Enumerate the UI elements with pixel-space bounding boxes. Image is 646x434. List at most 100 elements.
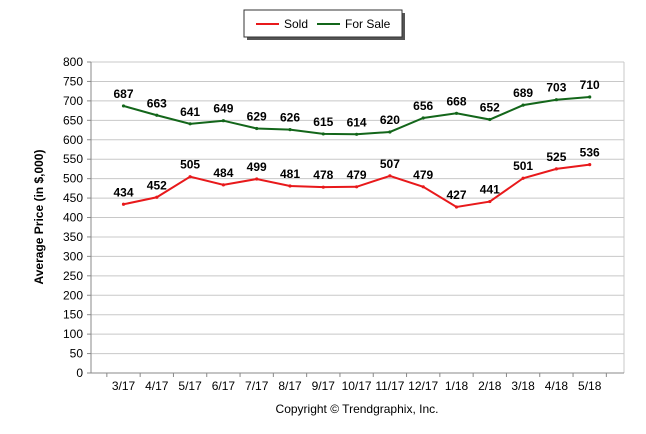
x-tick-label: 11/17 [375,379,404,393]
y-tick-label: 400 [63,211,83,225]
y-tick-label: 800 [63,55,83,69]
data-point [554,98,559,102]
x-tick-label: 10/17 [342,379,372,393]
data-point [188,122,192,126]
data-point [454,205,459,209]
data-label: 641 [180,105,200,119]
data-point [588,95,592,99]
y-tick-label: 650 [63,113,83,127]
data-point [355,132,359,136]
x-tick-label: 6/17 [212,379,236,393]
data-label: 687 [113,87,133,101]
data-label: 656 [413,99,433,113]
data-label: 479 [347,168,367,182]
data-point [221,183,225,187]
data-point [121,202,126,206]
data-point [288,184,292,188]
data-label: 479 [413,168,433,182]
data-point [388,174,392,178]
y-tick-label: 250 [63,269,83,283]
x-tick-label: 8/17 [278,379,302,393]
data-label: 505 [180,158,200,172]
axes: 0 50 100 150 200 250 300 350 400 450 500 550 600 650 7… [63,55,624,393]
data-label: 626 [280,111,300,125]
data-labels: 434 452 505 484 499 481 478 479 507 479 427 441 501 5… [113,78,600,202]
data-label: 501 [513,159,533,173]
y-tick-label: 500 [63,172,83,186]
data-label: 668 [446,94,466,108]
data-point [454,111,459,115]
data-label: 427 [446,188,466,202]
x-tick-label: 5/17 [178,379,202,393]
data-point [188,175,192,179]
y-tick-label: 600 [63,133,83,147]
y-tick-label: 700 [63,94,83,108]
data-label: 629 [247,109,267,123]
data-point [388,130,392,134]
y-tick-label: 550 [63,152,83,166]
data-label: 663 [147,96,167,110]
data-point [155,195,159,199]
data-label: 484 [213,166,233,180]
legend-label: For Sale [345,17,391,31]
data-point [421,116,425,120]
data-label: 703 [546,81,566,95]
y-tick-label: 300 [63,249,83,263]
data-point [155,113,159,117]
data-label: 452 [147,178,167,192]
data-label: 441 [480,183,500,197]
data-point [488,199,492,204]
legend-label: Sold [284,17,308,31]
y-tick-label: 450 [63,191,83,205]
data-point [321,132,325,136]
data-label: 652 [480,101,500,115]
plot-area: 0 50 100 150 200 250 300 350 400 450 500 550 600 650 7… [63,55,625,393]
y-tick-label: 50 [70,347,84,361]
data-point [554,167,559,171]
y-tick-label: 100 [63,327,83,341]
x-tick-label: 7/17 [245,379,269,393]
data-point [588,163,592,167]
x-tick-label: 2/18 [478,379,502,393]
y-tick-label: 750 [63,74,83,88]
x-tick-label: 3/18 [511,379,535,393]
x-tick-label: 12/17 [408,379,438,393]
x-tick-label: 4/18 [545,379,569,393]
data-label: 689 [513,86,533,100]
y-tick-label: 0 [76,366,83,380]
y-tick-label: 350 [63,230,83,244]
data-point [521,176,525,180]
series-lines [121,95,592,209]
data-point [355,185,359,189]
data-point [521,103,525,107]
data-point [488,117,492,122]
y-axis-label: Average Price (in $,000) [32,150,46,285]
data-label: 615 [313,115,333,129]
data-label: 536 [580,146,600,160]
data-label: 620 [380,113,400,127]
data-label: 434 [113,185,133,199]
legend: Sold For Sale [243,9,405,40]
data-label: 499 [247,160,267,174]
data-label: 481 [280,167,300,181]
data-label: 710 [580,78,600,92]
y-tick-label: 200 [63,288,83,302]
x-tick-label: 4/17 [145,379,169,393]
y-tick-label: 150 [63,308,83,322]
data-point [121,104,126,108]
data-label: 478 [313,168,333,182]
data-label: 649 [213,102,233,116]
data-point [221,119,225,123]
x-tick-label: 3/17 [112,379,136,393]
data-label: 507 [380,157,400,171]
data-point [421,185,425,189]
x-tick-label: 5/18 [578,379,602,393]
copyright-credit: Copyright © Trendgraphix, Inc. [276,402,439,416]
x-tick-label: 9/17 [312,379,336,393]
data-point [288,128,292,132]
x-tick-label: 1/18 [445,379,469,393]
data-label: 525 [546,150,566,164]
data-label: 614 [347,115,367,129]
data-point [255,177,259,181]
